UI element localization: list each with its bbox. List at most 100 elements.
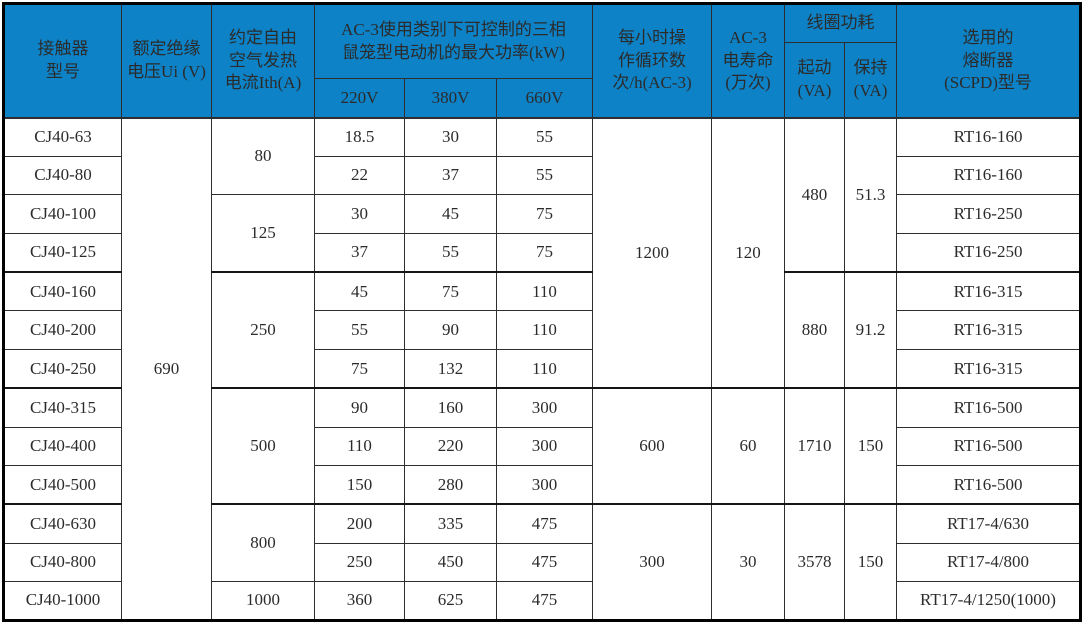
cell-model: CJ40-63: [3, 116, 122, 157]
cell-power-660v: 75: [495, 194, 594, 235]
cell-fuse-type: RT16-315: [896, 271, 1082, 312]
cell-power-220v: 45: [314, 271, 405, 312]
cell-power-380v: 30: [404, 116, 497, 157]
cell-power-220v: 75: [314, 349, 405, 389]
header-coil-hold-va: 保持 (VA): [844, 42, 898, 118]
cell-power-660v: 110: [495, 271, 594, 312]
cell-power-380v: 37: [404, 155, 497, 196]
cell-model: CJ40-400: [3, 426, 122, 467]
cell-model: CJ40-1000: [3, 581, 122, 621]
cell-power-220v: 150: [314, 465, 405, 505]
cell-model: CJ40-250: [3, 349, 122, 389]
cell-power-220v: 37: [314, 233, 405, 273]
cell-electrical-life: 30: [711, 503, 786, 621]
cell-power-220v: 30: [314, 194, 405, 235]
cell-power-660v: 475: [495, 542, 594, 583]
cell-cycles-per-hour: 300: [592, 503, 713, 621]
cell-cycles-per-hour: 600: [592, 387, 713, 505]
cell-model: CJ40-80: [3, 155, 122, 196]
cell-coil-hold-va: 91.2: [844, 271, 898, 389]
cell-power-660v: 110: [495, 310, 594, 351]
cell-model: CJ40-160: [3, 271, 122, 312]
cell-fuse-type: RT16-250: [896, 194, 1082, 235]
cell-fuse-type: RT16-500: [896, 387, 1082, 428]
cell-fuse-type: RT17-4/630: [896, 503, 1082, 544]
cell-electrical-life: 120: [711, 116, 786, 389]
cell-power-220v: 22: [314, 155, 405, 196]
cell-coil-hold-va: 51.3: [844, 116, 898, 273]
cell-model: CJ40-630: [3, 503, 122, 544]
cell-coil-hold-va: 150: [844, 387, 898, 505]
header-rated-insulation-voltage: 额定绝缘 电压Ui (V): [121, 3, 212, 118]
cell-fuse-type: RT16-500: [896, 465, 1082, 505]
cell-power-380v: 90: [404, 310, 497, 351]
header-ac3-electrical-life: AC-3 电寿命 (万次): [711, 3, 786, 118]
cell-rated-insulation-voltage: 690: [121, 116, 212, 621]
cell-power-380v: 160: [404, 387, 497, 428]
cell-fuse-type: RT16-315: [896, 310, 1082, 351]
cell-power-380v: 220: [404, 426, 497, 467]
cell-power-660v: 75: [495, 233, 594, 273]
cell-model: CJ40-200: [3, 310, 122, 351]
cell-power-660v: 300: [495, 465, 594, 505]
cell-power-220v: 55: [314, 310, 405, 351]
cell-power-380v: 450: [404, 542, 497, 583]
header-fuse-scpd-type: 选用的 熔断器 (SCPD)型号: [896, 3, 1082, 118]
cell-power-660v: 110: [495, 349, 594, 389]
cell-fuse-type: RT16-250: [896, 233, 1082, 273]
cell-power-380v: 75: [404, 271, 497, 312]
cell-power-660v: 475: [495, 503, 594, 544]
cell-power-660v: 475: [495, 581, 594, 621]
cell-power-660v: 300: [495, 426, 594, 467]
header-coil-start-va: 起动 (VA): [784, 42, 846, 118]
cell-power-220v: 110: [314, 426, 405, 467]
cell-power-220v: 18.5: [314, 116, 405, 157]
cell-thermal-current: 80: [211, 116, 315, 196]
cell-power-220v: 360: [314, 581, 405, 621]
cell-power-220v: 90: [314, 387, 405, 428]
cell-power-380v: 625: [404, 581, 497, 621]
cell-model: CJ40-500: [3, 465, 122, 505]
header-220v: 220V: [314, 78, 405, 118]
cell-thermal-current: 800: [211, 503, 315, 583]
cell-power-380v: 335: [404, 503, 497, 544]
cell-model: CJ40-800: [3, 542, 122, 583]
cell-fuse-type: RT17-4/800: [896, 542, 1082, 583]
cell-thermal-current: 125: [211, 194, 315, 273]
cell-coil-hold-va: 150: [844, 503, 898, 621]
cell-power-220v: 250: [314, 542, 405, 583]
cell-fuse-type: RT16-500: [896, 426, 1082, 467]
cell-power-380v: 55: [404, 233, 497, 273]
cell-power-380v: 280: [404, 465, 497, 505]
cell-power-660v: 55: [495, 155, 594, 196]
header-operating-cycles-per-hour: 每小时操 作循环数 次/h(AC-3): [592, 3, 713, 118]
cell-coil-start-va: 880: [784, 271, 846, 389]
cell-power-380v: 132: [404, 349, 497, 389]
header-coil-power-group: 线圈功耗: [784, 3, 898, 43]
table-body: CJ40-63 690 80 18.5 30 55 1200 120 480 51.3 RT16-1…: [3, 116, 1082, 621]
cell-fuse-type: RT16-160: [896, 155, 1082, 196]
cell-thermal-current: 250: [211, 271, 315, 389]
cell-model: CJ40-100: [3, 194, 122, 235]
cell-model: CJ40-315: [3, 387, 122, 428]
cell-fuse-type: RT17-4/1250(1000): [896, 581, 1082, 621]
cell-cycles-per-hour: 1200: [592, 116, 713, 389]
header-free-air-thermal-current: 约定自由 空气发热 电流Ith(A): [211, 3, 315, 118]
cell-power-380v: 45: [404, 194, 497, 235]
header-contactor-model: 接触器 型号: [3, 3, 122, 118]
cell-fuse-type: RT16-160: [896, 116, 1082, 157]
header-660v: 660V: [495, 78, 594, 118]
cell-coil-start-va: 1710: [784, 387, 846, 505]
cell-electrical-life: 60: [711, 387, 786, 505]
cell-thermal-current: 1000: [211, 581, 315, 621]
cell-power-660v: 300: [495, 387, 594, 428]
table-header: 接触器 型号 额定绝缘 电压Ui (V) 约定自由 空气发热 电流Ith(A) AC-…: [3, 3, 1082, 118]
cell-power-660v: 55: [495, 116, 594, 157]
header-380v: 380V: [404, 78, 497, 118]
cell-thermal-current: 500: [211, 387, 315, 505]
cell-fuse-type: RT16-315: [896, 349, 1082, 389]
cell-power-220v: 200: [314, 503, 405, 544]
cell-coil-start-va: 3578: [784, 503, 846, 621]
